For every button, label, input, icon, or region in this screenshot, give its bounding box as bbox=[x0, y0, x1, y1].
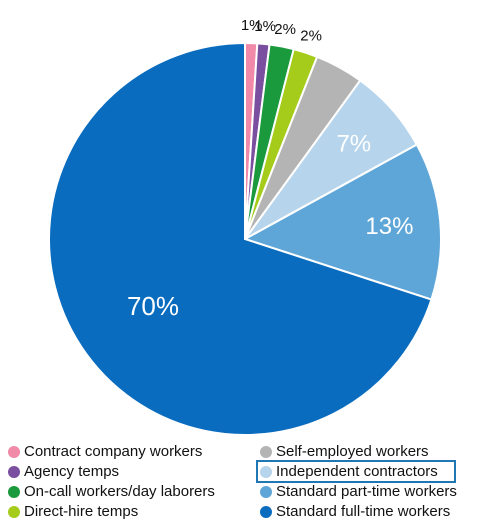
legend-label: Contract company workers bbox=[24, 443, 203, 460]
legend-item-on-call-workers: On-call workers/day laborers bbox=[8, 482, 215, 501]
data-label-direct-hire-temps: 2% bbox=[300, 28, 322, 45]
legend-swatch-agency-temps bbox=[8, 465, 20, 478]
legend-swatch-independent-contractors bbox=[260, 465, 272, 478]
legend-item-self-employed-workers: Self-employed workers bbox=[260, 442, 429, 461]
data-label-agency-temps: 1% bbox=[254, 18, 276, 35]
legend-label: Self-employed workers bbox=[276, 443, 429, 460]
legend-item-standard-part-time-workers: Standard part-time workers bbox=[260, 482, 457, 501]
legend-swatch-on-call-workers bbox=[8, 485, 20, 498]
data-label-independent-contractors: 7% bbox=[336, 131, 371, 158]
data-label-contract-company-workers: 1% bbox=[241, 17, 263, 34]
legend-swatch-standard-full-time-workers bbox=[260, 505, 272, 518]
legend-swatch-contract-company-workers bbox=[8, 445, 20, 458]
legend-item-standard-full-time-workers: Standard full-time workers bbox=[260, 502, 450, 521]
legend-item-independent-contractors: Independent contractors bbox=[256, 460, 456, 483]
legend-label: Agency temps bbox=[24, 463, 120, 480]
legend: Contract company workers Agency temps On… bbox=[8, 442, 498, 520]
data-label-standard-part-time-workers: 13% bbox=[365, 213, 413, 240]
legend-item-contract-company-workers: Contract company workers bbox=[8, 442, 202, 461]
legend-swatch-standard-part-time-workers bbox=[260, 485, 272, 498]
legend-label: Standard full-time workers bbox=[276, 503, 451, 520]
legend-swatch-direct-hire-temps bbox=[8, 505, 20, 518]
legend-label: On-call workers/day laborers bbox=[24, 483, 215, 500]
data-label-on-call-workers-day-laborers: 2% bbox=[274, 21, 296, 38]
pie-slice-standard-full-time-workers bbox=[48, 41, 433, 436]
data-label-standard-full-time-workers: 70% bbox=[127, 291, 179, 321]
pie-chart: 1%1%2% 2%7%13%70% bbox=[48, 17, 442, 436]
legend-swatch-self-employed-workers bbox=[260, 445, 272, 458]
pie-slice-standard-part-time-workers bbox=[242, 143, 442, 301]
legend-label: Independent contractors bbox=[276, 463, 438, 480]
legend-label: Standard part-time workers bbox=[276, 483, 457, 500]
legend-item-direct-hire-temps: Direct-hire temps bbox=[8, 502, 138, 521]
legend-item-agency-temps: Agency temps bbox=[8, 462, 119, 481]
legend-label: Direct-hire temps bbox=[24, 503, 139, 520]
